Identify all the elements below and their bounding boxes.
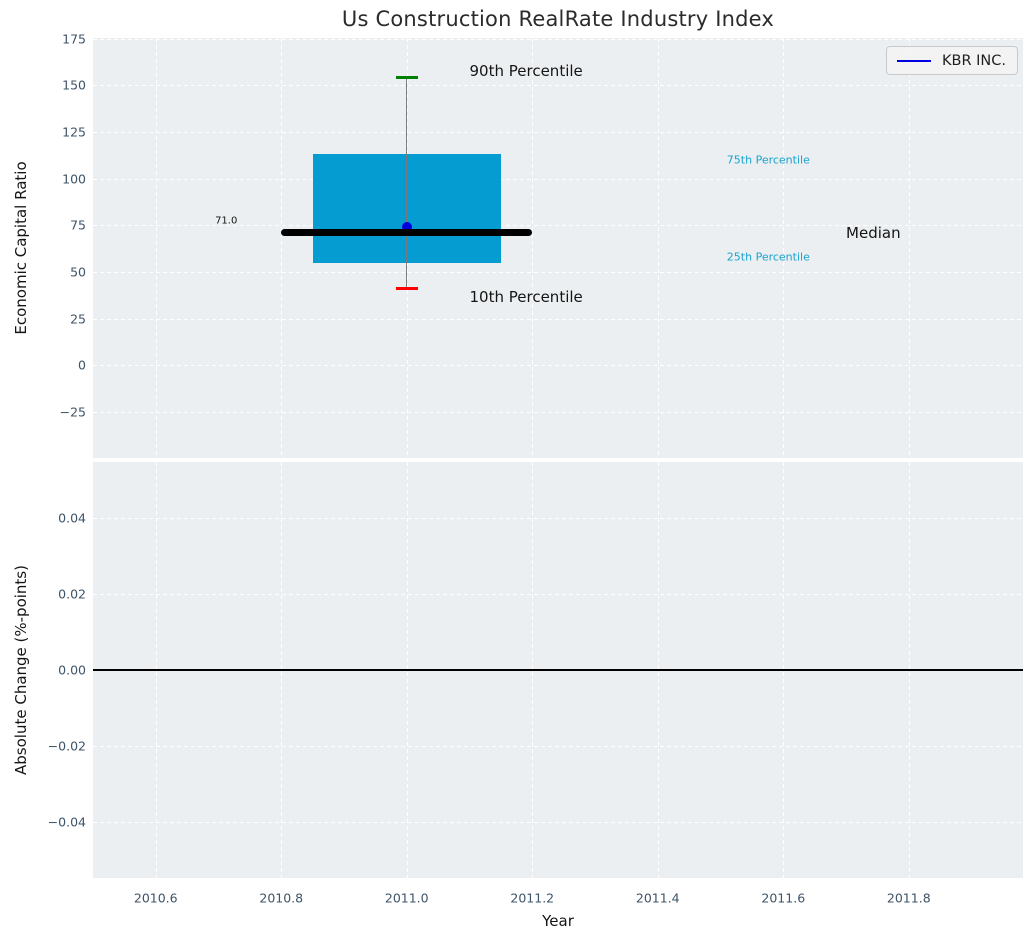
y-gridline: [93, 594, 1023, 596]
x-tick-label: 2010.6: [133, 890, 178, 906]
x-gridline: [908, 38, 910, 458]
y-tick-label: 0.04: [58, 510, 86, 526]
y-gridline: [93, 821, 1023, 823]
y-gridline: [93, 85, 1023, 87]
y-tick-label: 75: [70, 217, 86, 233]
y-tick-label: 100: [62, 171, 86, 187]
x-gridline: [281, 38, 283, 458]
x-tick-label: 2011.0: [384, 890, 429, 906]
zero-reference-line: [93, 669, 1023, 671]
x-tick-label: 2011.6: [761, 890, 806, 906]
y-gridline: [93, 178, 1023, 180]
whisker-line: [406, 77, 408, 289]
y-gridline: [93, 518, 1023, 520]
y-tick-label: 125: [62, 124, 86, 140]
whisker-cap-10th: [395, 287, 418, 291]
y-tick-label: 0.02: [58, 586, 86, 602]
x-axis-label: Year: [542, 912, 574, 930]
median-line: [281, 229, 533, 237]
x-tick-label: 2011.4: [635, 890, 680, 906]
legend: KBR INC.: [886, 46, 1018, 75]
whisker-cap-90th: [395, 76, 418, 80]
y-gridline: [93, 272, 1023, 274]
x-tick-label: 2011.2: [510, 890, 555, 906]
x-tick-label: 2011.8: [886, 890, 931, 906]
x-gridline: [155, 38, 157, 458]
x-gridline: [657, 38, 659, 458]
legend-label: KBR INC.: [942, 52, 1006, 69]
y-gridline: [93, 225, 1023, 227]
legend-line-sample: [897, 59, 931, 62]
y-gridline: [93, 132, 1023, 134]
x-tick-label: 2010.8: [259, 890, 304, 906]
bottom-plot-area: [93, 462, 1023, 878]
y-gridline: [93, 365, 1023, 367]
annotation: Median: [846, 223, 901, 242]
y-tick-label: −0.04: [47, 814, 86, 830]
y-tick-label: 25: [70, 311, 86, 327]
annotation: 75th Percentile: [726, 153, 810, 167]
kbr-data-point: [401, 221, 412, 232]
y-tick-label: −25: [59, 404, 86, 420]
y-gridline: [93, 745, 1023, 747]
y-tick-label: 0.00: [58, 662, 86, 678]
top-plot-area: KBR INC. 90th Percentile 10th Percentile 7…: [93, 38, 1023, 458]
annotation: 71.0: [215, 215, 238, 227]
x-gridline: [532, 38, 534, 458]
x-gridline: [783, 38, 785, 458]
chart-title: Us Construction RealRate Industry Index: [341, 7, 775, 31]
top-y-axis-label: Economic Capital Ratio: [12, 161, 30, 335]
y-gridline: [93, 412, 1023, 414]
y-tick-label: 50: [70, 264, 86, 280]
y-gridline: [93, 318, 1023, 320]
y-gridline: [93, 38, 1023, 40]
y-tick-label: 175: [62, 31, 86, 47]
y-tick-label: −0.02: [47, 738, 86, 754]
annotation: 10th Percentile: [469, 288, 583, 307]
annotation: 25th Percentile: [726, 250, 810, 264]
annotation: 90th Percentile: [469, 62, 583, 81]
y-tick-label: 0: [78, 357, 86, 373]
y-tick-label: 150: [62, 77, 86, 93]
